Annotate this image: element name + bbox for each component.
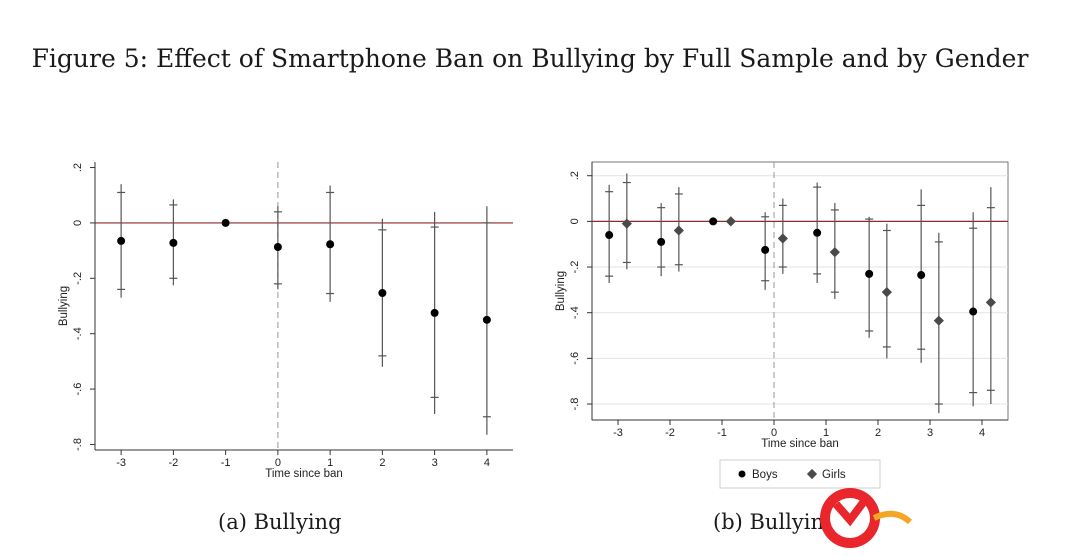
data-point-circle <box>917 271 926 280</box>
x-axis-title: Time since ban <box>761 438 839 450</box>
data-point-diamond <box>829 247 840 258</box>
legend-label: Girls <box>822 469 846 481</box>
data-point-diamond <box>673 225 684 236</box>
data-point-diamond <box>621 218 632 229</box>
y-axis-title: Bullying <box>58 286 70 326</box>
legend-marker-circle <box>738 470 746 478</box>
data-point-circle <box>865 269 874 278</box>
legend-label: Boys <box>752 469 778 481</box>
y-tick-label: -.2 <box>72 272 84 285</box>
data-point-circle <box>813 228 822 237</box>
y-tick-label: -.4 <box>569 306 581 319</box>
x-tick-label: 4 <box>979 427 985 439</box>
x-tick-label: -2 <box>168 457 178 469</box>
x-tick-label: 4 <box>484 457 490 469</box>
x-tick-label: -2 <box>665 427 675 439</box>
x-tick-label: 2 <box>875 427 881 439</box>
data-point-circle <box>326 240 335 249</box>
chart-panel-b: .2 0 -.2 -.4 -.6 -.8 -3 -2 -1 0 1 2 3 4 Time since ban… <box>555 161 1009 489</box>
y-tick-label: -.8 <box>569 398 581 411</box>
x-tick-label: 0 <box>771 427 777 439</box>
y-tick-label: 0 <box>72 220 84 226</box>
data-point-circle <box>117 236 126 245</box>
chart-panel-a: .2 0 -.2 -.4 -.6 -.8 -3 -2 -1 0 1 2 3 4 Time since ban… <box>58 162 513 480</box>
y-tick-label: -.6 <box>72 383 84 396</box>
data-point-circle <box>605 231 614 240</box>
x-tick-label: 0 <box>275 457 281 469</box>
figure-title: Figure 5: Effect of Smartphone Ban on Bu… <box>31 44 1029 73</box>
caption-panel-b: (b) Bullying <box>713 510 838 534</box>
data-point-circle <box>969 307 978 316</box>
y-tick-label: 0 <box>569 218 581 224</box>
logo-swoosh-icon <box>872 510 913 525</box>
caption-panel-a: (a) Bullying <box>218 510 342 534</box>
y-tick-label: -.6 <box>569 352 581 365</box>
data-point-circle <box>430 308 439 317</box>
data-point-circle <box>657 237 666 246</box>
x-tick-label: -3 <box>613 427 623 439</box>
data-point-circle <box>761 245 770 254</box>
data-point-circle <box>709 217 718 226</box>
y-tick-label: -.2 <box>569 261 581 274</box>
data-point-circle <box>378 288 387 297</box>
x-tick-label: -3 <box>116 457 126 469</box>
logo-check-icon <box>832 493 872 527</box>
data-point-diamond <box>725 216 736 227</box>
site-watermark-logo <box>820 488 913 548</box>
data-point-circle <box>482 315 491 324</box>
x-axis-title: Time since ban <box>265 468 343 480</box>
x-tick-label: -1 <box>717 427 727 439</box>
data-point-diamond <box>933 315 944 326</box>
x-tick-label: 2 <box>379 457 385 469</box>
x-tick-label: 1 <box>327 457 333 469</box>
legend-marker-diamond <box>806 468 818 480</box>
x-tick-label: 3 <box>927 427 933 439</box>
data-point-circle <box>221 218 230 227</box>
x-tick-label: -1 <box>221 457 231 469</box>
y-tick-label: -.8 <box>72 438 84 451</box>
y-axis-title: Bullying <box>555 271 567 311</box>
x-tick-label: 1 <box>823 427 829 439</box>
x-tick-label: 3 <box>432 457 438 469</box>
y-tick-label: -.4 <box>72 327 84 340</box>
data-point-diamond <box>881 287 892 298</box>
legend-box <box>719 459 881 489</box>
data-point-diamond <box>777 233 788 244</box>
plot-frame <box>591 161 1009 421</box>
data-point-circle <box>273 243 282 252</box>
y-tick-label: .2 <box>569 171 581 180</box>
data-point-circle <box>169 238 178 247</box>
y-tick-label: .2 <box>72 163 84 172</box>
data-point-diamond <box>985 297 996 308</box>
